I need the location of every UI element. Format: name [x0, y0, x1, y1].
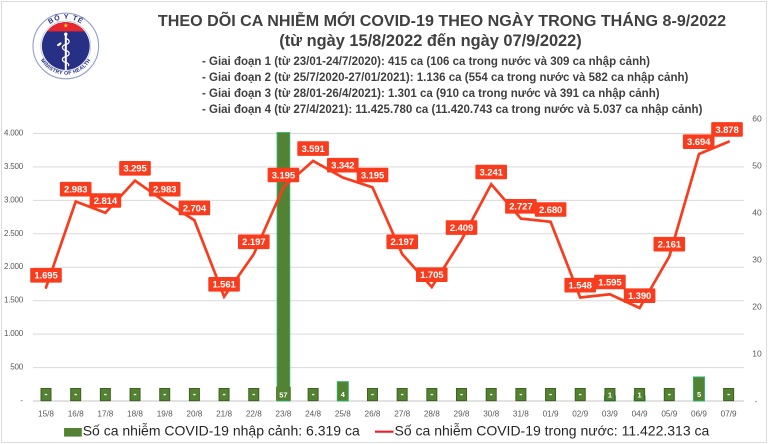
svg-text:20: 20	[752, 301, 762, 311]
svg-text:40: 40	[752, 207, 762, 217]
svg-text:05/9: 05/9	[661, 410, 677, 419]
svg-text:2.500: 2.500	[4, 229, 24, 238]
svg-text:2.197: 2.197	[242, 237, 265, 248]
svg-text:1.595: 1.595	[598, 277, 622, 288]
svg-text:3.878: 3.878	[715, 125, 738, 136]
svg-text:Số ca nhiễm COVID-19 trong nướ: Số ca nhiễm COVID-19 trong nước: 11.422.…	[395, 422, 710, 438]
svg-text:3.000: 3.000	[4, 195, 24, 204]
svg-text:1.705: 1.705	[420, 270, 444, 281]
svg-text:2.409: 2.409	[450, 223, 473, 234]
svg-text:2.000: 2.000	[4, 262, 24, 271]
svg-text:17/8: 17/8	[97, 410, 113, 419]
svg-text:27/8: 27/8	[394, 410, 410, 419]
svg-text:01/9: 01/9	[543, 410, 559, 419]
svg-text:16/8: 16/8	[68, 410, 84, 419]
svg-text:1.000: 1.000	[4, 329, 24, 338]
svg-text:2.161: 2.161	[658, 240, 682, 251]
svg-text:26/8: 26/8	[365, 410, 381, 419]
svg-text:19/8: 19/8	[157, 410, 173, 419]
svg-text:25/8: 25/8	[335, 410, 351, 419]
svg-text:2.983: 2.983	[64, 185, 87, 196]
svg-text:1: 1	[608, 390, 612, 399]
svg-text:30/8: 30/8	[483, 410, 499, 419]
svg-text:BỘ Y TẾ: BỘ Y TẾ	[47, 13, 86, 26]
svg-text:2.197: 2.197	[391, 237, 414, 248]
svg-text:50: 50	[752, 160, 762, 170]
svg-text:07/9: 07/9	[721, 410, 737, 419]
svg-text:2.704: 2.704	[183, 203, 207, 214]
svg-text:28/8: 28/8	[424, 410, 440, 419]
svg-text:31/8: 31/8	[513, 410, 529, 419]
svg-text:3.195: 3.195	[272, 170, 296, 181]
svg-text:5: 5	[697, 390, 701, 399]
svg-text:20/8: 20/8	[186, 410, 202, 419]
svg-text:3.591: 3.591	[301, 144, 325, 155]
svg-text:22/8: 22/8	[246, 410, 262, 419]
svg-text:4: 4	[341, 390, 346, 399]
svg-text:3.500: 3.500	[4, 162, 24, 171]
svg-text:-: -	[755, 397, 758, 406]
svg-text:3.195: 3.195	[361, 170, 385, 181]
svg-text:06/9: 06/9	[691, 410, 707, 419]
svg-text:60: 60	[752, 113, 762, 123]
svg-text:2.814: 2.814	[94, 196, 118, 207]
svg-text:Số ca nhiễm COVID-19 nhập cảnh: Số ca nhiễm COVID-19 nhập cảnh: 6.319 ca	[83, 422, 360, 438]
svg-text:15/8: 15/8	[38, 410, 54, 419]
svg-text:3.694: 3.694	[687, 137, 711, 148]
svg-text:21/8: 21/8	[216, 410, 232, 419]
svg-text:1.390: 1.390	[628, 291, 651, 302]
svg-text:-: -	[20, 396, 23, 405]
svg-text:3.241: 3.241	[480, 167, 504, 178]
svg-text:1.561: 1.561	[212, 280, 236, 291]
svg-text:57: 57	[279, 390, 287, 399]
svg-text:2.680: 2.680	[539, 205, 562, 216]
svg-text:2.983: 2.983	[153, 185, 176, 196]
svg-text:1.695: 1.695	[34, 271, 58, 282]
svg-text:4.000: 4.000	[4, 129, 24, 138]
svg-text:2.727: 2.727	[509, 202, 532, 213]
svg-text:04/9: 04/9	[632, 410, 648, 419]
svg-text:29/8: 29/8	[454, 410, 470, 419]
svg-text:18/8: 18/8	[127, 410, 143, 419]
svg-text:24/8: 24/8	[305, 410, 321, 419]
svg-text:3.295: 3.295	[123, 164, 147, 175]
svg-text:3.342: 3.342	[331, 161, 354, 172]
svg-text:1.500: 1.500	[4, 296, 24, 305]
svg-text:1.548: 1.548	[569, 281, 592, 292]
svg-text:03/9: 03/9	[602, 410, 618, 419]
svg-text:02/9: 02/9	[572, 410, 588, 419]
svg-text:30: 30	[752, 254, 762, 264]
svg-text:500: 500	[10, 363, 23, 372]
svg-text:23/8: 23/8	[275, 410, 291, 419]
svg-text:1: 1	[638, 390, 642, 399]
svg-text:10: 10	[752, 348, 762, 358]
